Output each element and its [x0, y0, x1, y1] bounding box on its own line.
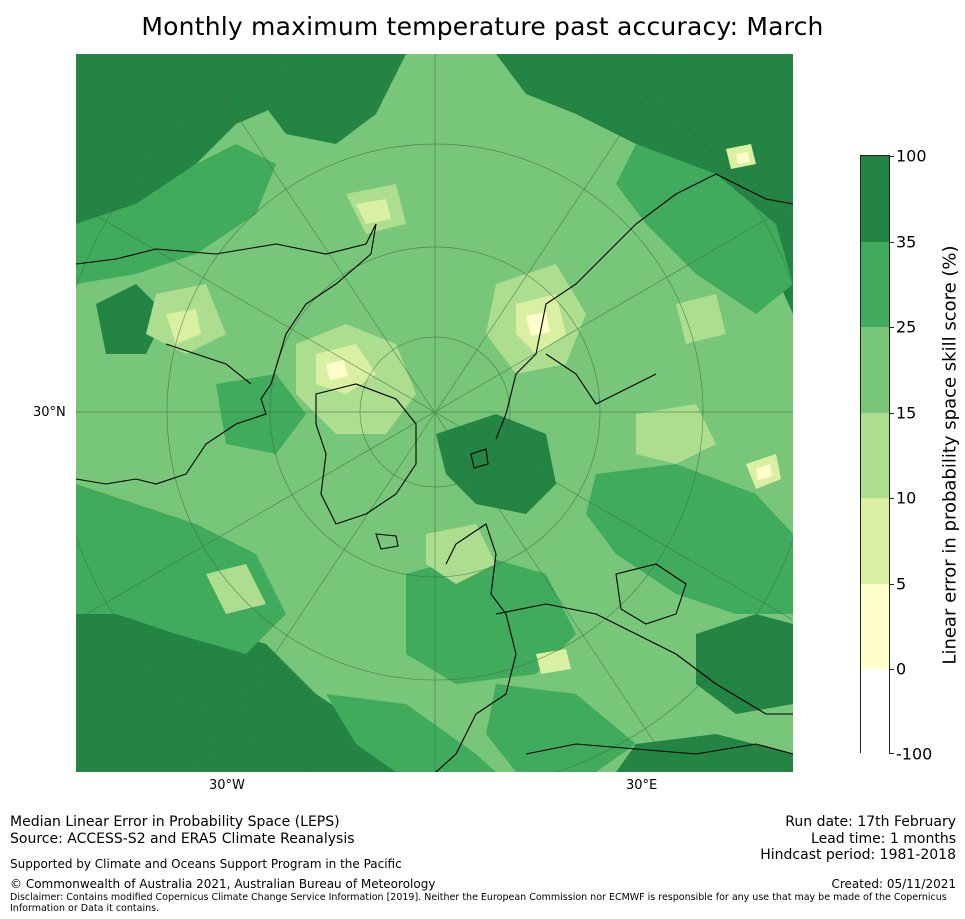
- colorbar-band-5-10: [861, 498, 889, 584]
- footer-method: Median Linear Error in Probability Space…: [10, 814, 340, 830]
- colorbar-tick-label: 35: [896, 232, 917, 252]
- colorbar-band-25-35: [861, 242, 889, 327]
- band-0-5: [326, 152, 772, 480]
- footer-copyright: © Commonwealth of Australia 2021, Austra…: [10, 877, 436, 891]
- colorbar-title: Linear error in probability space skill …: [939, 245, 961, 665]
- coastlines: [76, 173, 793, 772]
- colorbar-tick-label: -100: [896, 744, 933, 764]
- footer-source: Source: ACCESS-S2 and ERA5 Climate Reana…: [10, 831, 355, 847]
- footer-disclaimer: Disclaimer: Contains modified Copernicus…: [10, 892, 947, 914]
- colorbar-tick-label: 15: [896, 403, 917, 423]
- colorbar-band-10-15: [861, 413, 889, 498]
- lat-label-30n: 30°N: [33, 405, 66, 420]
- footer-created: Created: 05/11/2021: [831, 877, 956, 891]
- footer-run-date: Run date: 17th February: [785, 814, 956, 830]
- colorbar-tick: [889, 156, 894, 157]
- colorbar-tick: [889, 327, 894, 328]
- colorbar-band-0-5: [861, 584, 889, 669]
- colorbar-tick: [889, 584, 894, 585]
- colorbar-band-15-25: [861, 327, 889, 413]
- colorbar-tick-label: 0: [896, 659, 907, 679]
- footer-hindcast: Hindcast period: 1981-2018: [760, 847, 956, 863]
- polar-map: [76, 54, 793, 772]
- colorbar-tick: [889, 413, 894, 414]
- band-35-100: [76, 54, 793, 772]
- colorbar-tick-label: 5: [896, 574, 907, 594]
- skill-score-map: [76, 54, 793, 772]
- colorbar-tick: [889, 753, 894, 754]
- graticule: [76, 54, 793, 772]
- colorbar-tick: [889, 669, 894, 670]
- chart-title: Monthly maximum temperature past accurac…: [141, 12, 824, 41]
- colorbar-band-35-100: [861, 156, 889, 242]
- colorbar: [860, 155, 894, 754]
- colorbar-tick: [889, 498, 894, 499]
- footer-lead-time: Lead time: 1 months: [811, 831, 956, 847]
- colorbar-tick-label: 100: [896, 146, 927, 166]
- colorbar-tick-label: 10: [896, 488, 917, 508]
- colorbar-band-neg100-0: [861, 669, 889, 754]
- colorbar-tick-label: 25: [896, 317, 917, 337]
- lon-label-30w: 30°W: [209, 778, 245, 793]
- colorbar-tick: [889, 242, 894, 243]
- lon-label-30e: 30°E: [626, 778, 658, 793]
- footer-support: Supported by Climate and Oceans Support …: [10, 857, 402, 871]
